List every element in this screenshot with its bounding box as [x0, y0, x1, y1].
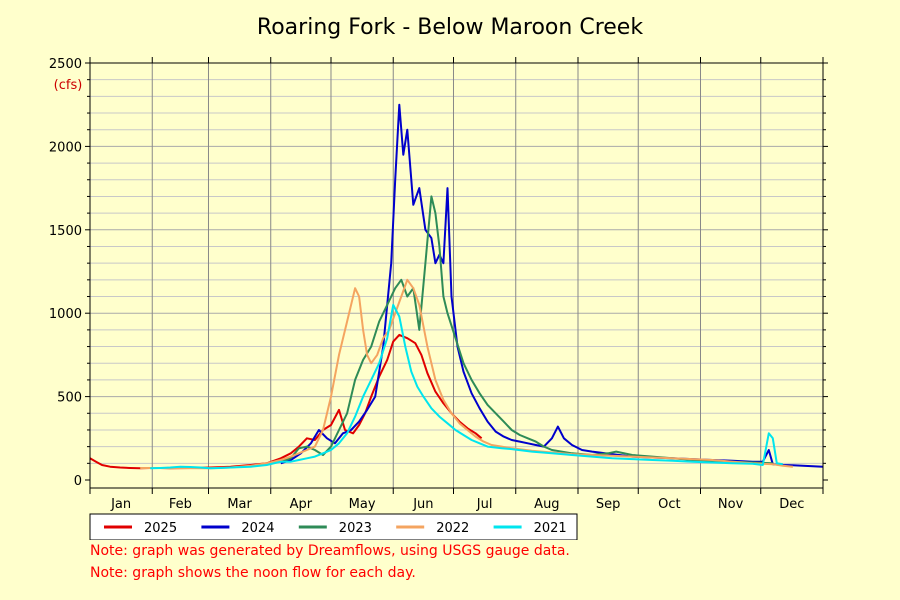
x-tick-label: May [349, 497, 376, 512]
y-tick-label: 2500 [49, 57, 82, 72]
series-line-2025 [89, 333, 483, 470]
y-unit-label: (cfs) [54, 78, 83, 93]
y-tick-label: 1500 [49, 224, 82, 239]
series-line-2023 [280, 195, 773, 465]
axes: 0 500 1000 1500 2000 2500 Jan Feb Mar Apr May Jun Ju… [49, 57, 828, 512]
x-tick-label: Jan [110, 497, 131, 512]
x-tick-label: Oct [658, 497, 680, 512]
grid [90, 62, 823, 488]
x-tick-label: Apr [290, 497, 313, 512]
y-tick-label: 2000 [49, 140, 82, 155]
series-line-2021 [150, 303, 783, 470]
legend-label-2022: 2022 [436, 521, 469, 536]
x-tick-label: Sep [596, 497, 621, 512]
legend-label-2025: 2025 [144, 521, 177, 536]
chart-svg: Roaring Fork - Below Maroon Creek (cfs) … [49, 15, 828, 540]
legend-label-2021: 2021 [534, 521, 567, 536]
x-tick-label: Aug [534, 497, 559, 512]
legend-label-2023: 2023 [339, 521, 372, 536]
x-tick-label: Feb [169, 497, 192, 512]
plot-frame [89, 62, 824, 489]
y-tick-label: 0 [74, 474, 82, 489]
x-tick-label: Jul [476, 497, 493, 512]
x-tick-label: Nov [718, 497, 744, 512]
series-line-2024 [280, 103, 824, 468]
legend-label-2024: 2024 [241, 521, 274, 536]
y-tick-label: 1000 [49, 307, 82, 322]
note-2: Note: graph shows the noon flow for each… [90, 565, 416, 581]
legend: 2025 2024 2023 2022 2021 [89, 513, 578, 540]
note-1: Note: graph was generated by Dreamflows,… [90, 543, 570, 559]
series-lines [89, 103, 824, 470]
series-line-2022 [140, 278, 793, 470]
y-tick-label: 500 [57, 391, 82, 406]
chart-title: Roaring Fork - Below Maroon Creek [257, 15, 643, 40]
x-tick-label: Mar [227, 497, 252, 512]
x-tick-label: Jun [412, 497, 433, 512]
x-tick-label: Dec [779, 497, 804, 512]
